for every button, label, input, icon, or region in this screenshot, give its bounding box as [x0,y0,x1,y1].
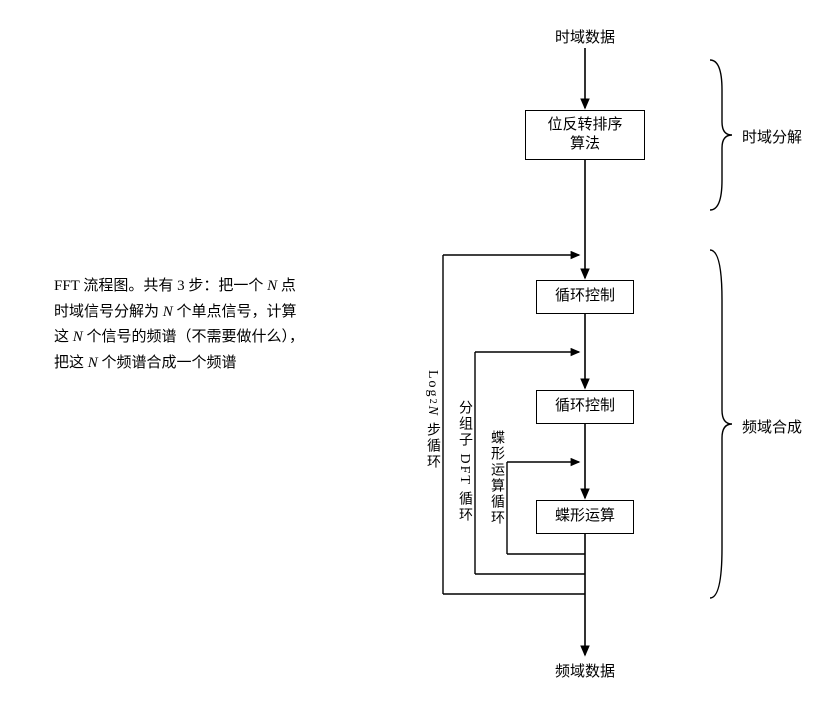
box-loop-control-1: 循环控制 [536,280,634,314]
description-text: FFT 流程图。共有 3 步：把一个 N 点 时域信号分解为 N 个单点信号，计… [54,274,364,376]
label-input: 时域数据 [540,26,630,47]
box-bit-reversal: 位反转排序 算法 [525,110,645,160]
box-butterfly: 蝶形运算 [536,500,634,534]
loop-label-mid: 分组子 DFT 循环 [454,400,474,523]
label-output: 频域数据 [540,660,630,681]
loop-label-outer: Log2N 步循环 [422,370,442,470]
bracket-label-top: 时域分解 [742,126,802,147]
flowchart: 时域数据 频域数据 位反转排序 算法 循环控制 循环控制 蝶形运算 时域分解 频… [380,0,830,711]
bracket-label-bottom: 频域合成 [742,416,802,437]
flowchart-lines [380,0,830,711]
box-loop-control-2: 循环控制 [536,390,634,424]
loop-label-inner: 蝶形运算循环 [486,430,506,526]
